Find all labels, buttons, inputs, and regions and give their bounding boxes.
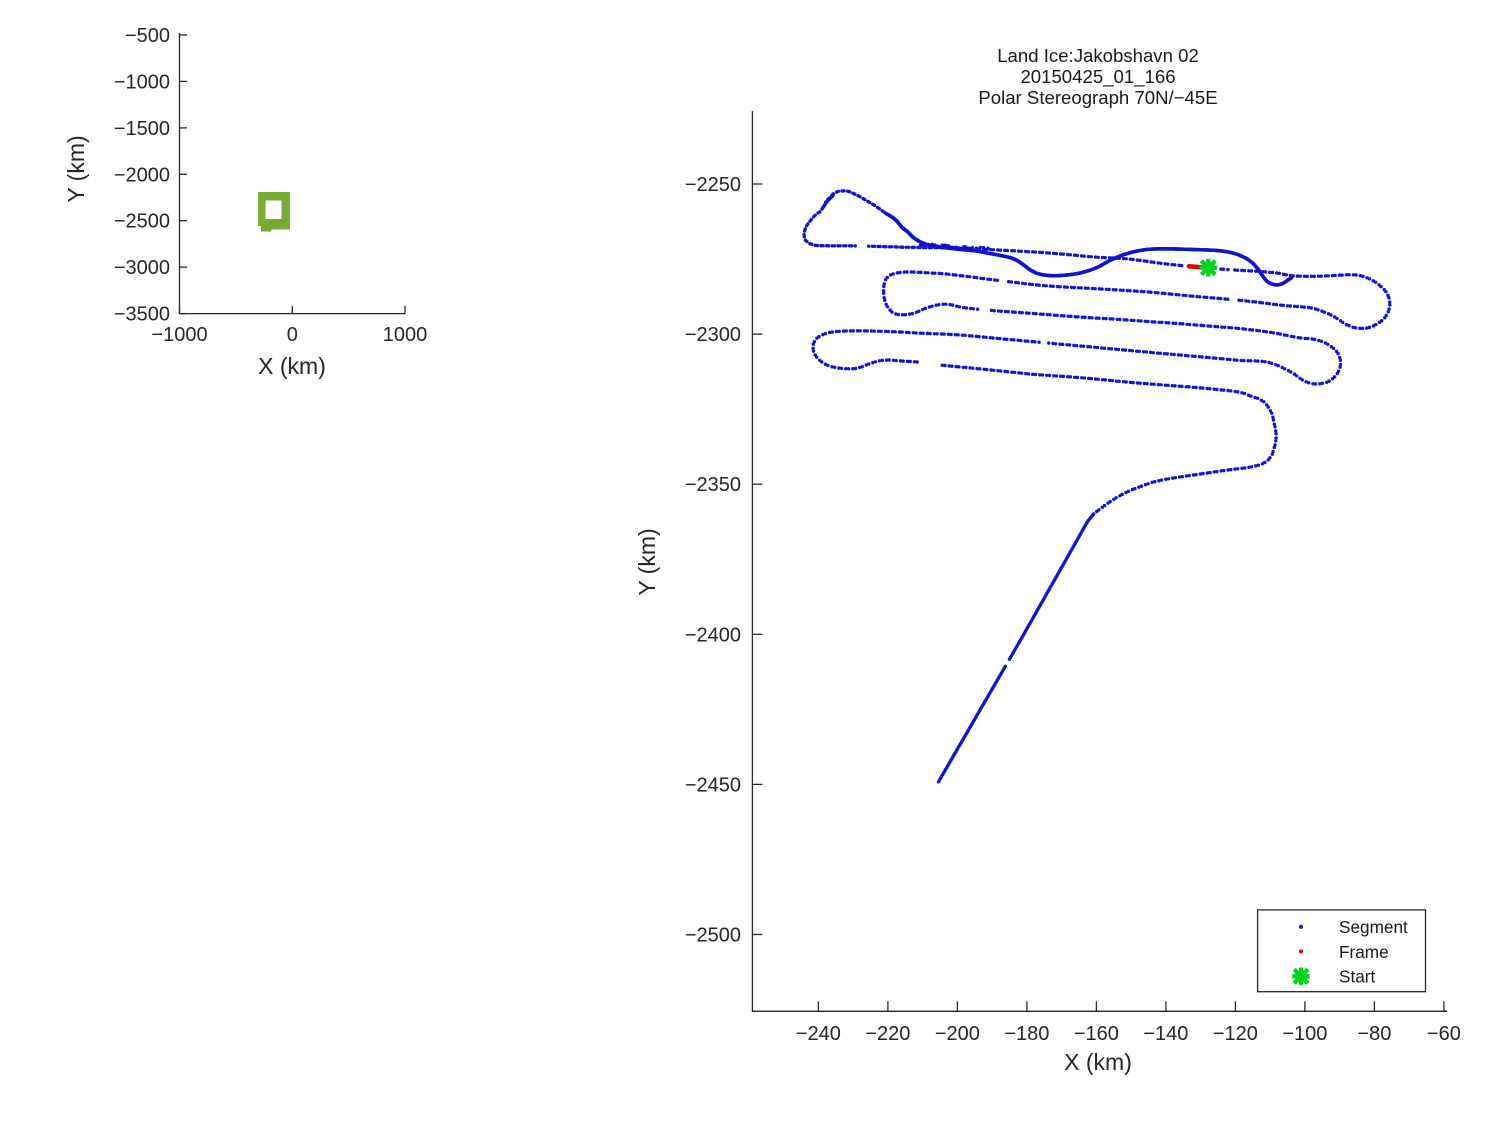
svg-text:−100: −100 — [1282, 1023, 1327, 1045]
svg-text:Y (km): Y (km) — [63, 135, 89, 202]
svg-text:−2300: −2300 — [685, 324, 741, 346]
svg-text:20150425_01_166: 20150425_01_166 — [1020, 66, 1175, 88]
svg-text:−2400: −2400 — [685, 624, 741, 646]
svg-text:−1500: −1500 — [114, 118, 170, 140]
svg-text:X (km): X (km) — [258, 353, 326, 379]
svg-text:−1000: −1000 — [114, 71, 170, 93]
svg-text:Y (km): Y (km) — [634, 528, 660, 595]
svg-text:−500: −500 — [125, 25, 170, 47]
svg-text:−2500: −2500 — [685, 925, 741, 947]
svg-text:Polar Stereograph 70N/−45E: Polar Stereograph 70N/−45E — [978, 87, 1217, 108]
svg-text:−80: −80 — [1357, 1023, 1391, 1045]
svg-text:Land Ice:Jakobshavn 02: Land Ice:Jakobshavn 02 — [997, 45, 1199, 66]
svg-text:−1000: −1000 — [151, 324, 207, 346]
svg-text:−140: −140 — [1143, 1023, 1188, 1045]
svg-text:Frame: Frame — [1339, 942, 1389, 962]
svg-text:−160: −160 — [1074, 1023, 1119, 1045]
svg-text:0: 0 — [287, 324, 298, 346]
svg-text:X (km): X (km) — [1064, 1049, 1132, 1075]
svg-text:−200: −200 — [935, 1023, 980, 1045]
svg-text:1000: 1000 — [383, 324, 428, 346]
svg-text:−240: −240 — [796, 1023, 841, 1045]
svg-text:−3000: −3000 — [114, 257, 170, 279]
svg-text:−2350: −2350 — [685, 474, 741, 496]
svg-text:−120: −120 — [1213, 1023, 1258, 1045]
svg-text:−180: −180 — [1004, 1023, 1049, 1045]
svg-text:−2250: −2250 — [685, 174, 741, 196]
svg-text:Start: Start — [1339, 967, 1376, 987]
svg-text:−2500: −2500 — [114, 211, 170, 233]
svg-text:−60: −60 — [1427, 1023, 1461, 1045]
svg-text:−2450: −2450 — [685, 774, 741, 796]
svg-text:−220: −220 — [865, 1023, 910, 1045]
svg-text:−3500: −3500 — [114, 304, 170, 326]
svg-text:−2000: −2000 — [114, 164, 170, 186]
svg-text:Segment: Segment — [1339, 917, 1408, 937]
